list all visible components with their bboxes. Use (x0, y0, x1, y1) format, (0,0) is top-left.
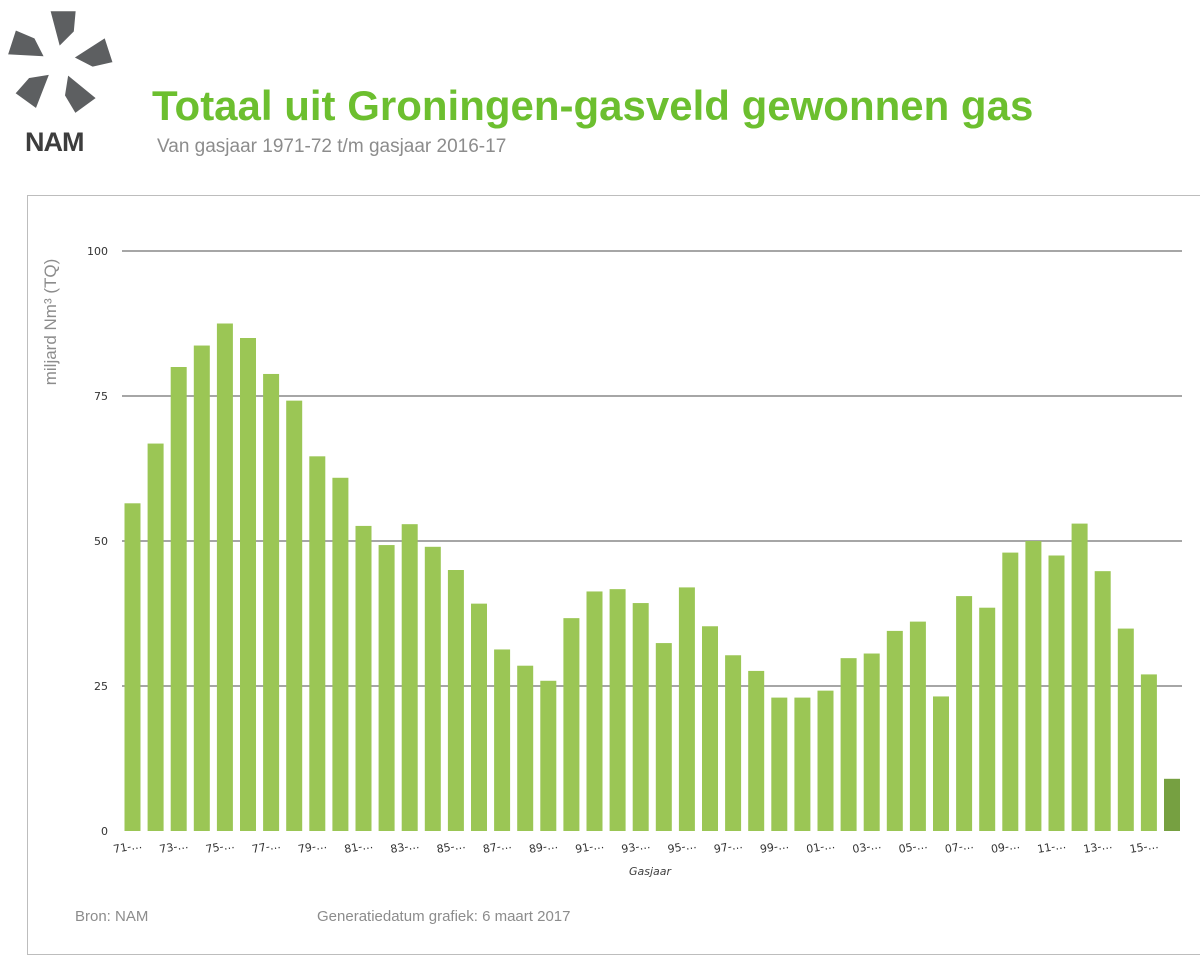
x-tick-label: 77-… (251, 838, 282, 856)
y-tick-labels: 0 25 50 75 100 (87, 245, 108, 838)
x-tick-label: 83-… (389, 838, 420, 856)
x-tick-label: 71-… (112, 838, 143, 856)
x-tick-label: 13-… (1082, 838, 1113, 856)
bar-79-80 (309, 456, 326, 831)
x-tick-labels: 71-… 73-… 75-… 77-… 79-… 81-… 83-… 85-… 87-… 89-…… (112, 838, 1159, 856)
y-tick-label: 100 (87, 245, 108, 258)
x-tick-label: 89-… (528, 838, 559, 856)
nam-logo-icon (5, 8, 113, 116)
x-tick-label: 03-… (851, 838, 882, 856)
x-tick-label: 85-… (436, 838, 467, 856)
bar-96-97 (702, 626, 718, 831)
x-tick-label: 99-… (759, 838, 790, 856)
bar-84-85 (424, 546, 441, 831)
brand-name: NAM (25, 127, 84, 157)
bar-01-02 (817, 690, 834, 831)
bar-95-96 (678, 587, 695, 831)
bar-72-73 (147, 443, 164, 831)
bar-09-10 (1002, 552, 1019, 831)
x-tick-label: 95-… (667, 838, 698, 856)
bar-86-87 (471, 603, 487, 831)
bar-82-83 (378, 545, 395, 831)
bar-88-89 (517, 665, 534, 831)
x-tick-label: 05-… (898, 838, 929, 856)
bar-12-13 (1071, 523, 1088, 831)
bar-16-17 (1164, 778, 1180, 831)
x-tick-label: 81-… (343, 838, 374, 856)
bar-11-12 (1048, 555, 1065, 831)
source-note: Bron: NAM (75, 908, 149, 925)
grid-lines (122, 250, 1182, 687)
bar-07-08 (956, 596, 973, 831)
bar-78-79 (286, 400, 303, 831)
bar-83-84 (401, 524, 418, 831)
bar-08-09 (979, 607, 996, 831)
bar-15-16 (1140, 674, 1157, 831)
bar-80-81 (332, 477, 349, 831)
x-tick-label: 79-… (297, 838, 328, 856)
bar-76-77 (240, 338, 256, 831)
bar-90-91 (563, 618, 580, 831)
chart-subtitle: Van gasjaar 1971-72 t/m gasjaar 2016-17 (157, 136, 507, 157)
y-tick-label: 50 (94, 535, 108, 548)
bar-91-92 (586, 591, 603, 831)
bar-10-11 (1025, 541, 1042, 831)
bar-05-06 (909, 621, 926, 831)
y-tick-label: 0 (101, 825, 108, 838)
bar-99-00 (771, 697, 788, 831)
bar-75-76 (216, 323, 233, 831)
x-tick-label: 07-… (944, 838, 975, 856)
bar-97-98 (725, 655, 742, 831)
x-axis-label: Gasjaar (629, 865, 673, 878)
generation-date: Generatiedatum grafiek: 6 maart 2017 (317, 908, 571, 925)
y-tick-label: 75 (94, 390, 108, 403)
bar-81-82 (355, 525, 372, 831)
y-axis-label: miljard Nm³ (TQ) (41, 259, 60, 386)
bar-06-07 (933, 696, 949, 831)
bar-13-14 (1094, 571, 1111, 831)
bar-73-74 (170, 367, 187, 831)
bar-00-01 (794, 697, 811, 831)
y-tick-label: 25 (94, 680, 108, 693)
x-tick-label: 93-… (620, 838, 651, 856)
x-tick-label: 11-… (1036, 838, 1067, 856)
bar-98-99 (748, 670, 765, 831)
chart-title: Totaal uit Groningen-gasveld gewonnen ga… (152, 82, 1034, 129)
bar-04-05 (886, 630, 903, 831)
x-tick-label: 09-… (990, 838, 1021, 856)
bar-92-93 (609, 589, 626, 831)
bar-02-03 (840, 658, 857, 831)
x-tick-label: 87-… (482, 838, 513, 856)
bar-87-88 (494, 649, 511, 831)
bar-94-95 (655, 643, 672, 831)
bar-93-94 (632, 603, 649, 831)
x-tick-label: 73-… (158, 838, 189, 856)
bar-71-72 (124, 503, 141, 831)
bars (124, 323, 1180, 831)
x-tick-label: 75-… (205, 838, 236, 856)
bar-14-15 (1117, 628, 1134, 831)
bar-03-04 (863, 653, 880, 831)
x-tick-label: 01-… (805, 838, 836, 856)
x-tick-label: 97-… (713, 838, 744, 856)
bar-85-86 (447, 570, 464, 831)
bar-89-90 (540, 680, 557, 831)
x-tick-label: 91-… (574, 838, 605, 856)
bar-74-75 (193, 345, 210, 831)
bar-77-78 (263, 373, 280, 831)
x-tick-label: 15-… (1129, 838, 1160, 856)
